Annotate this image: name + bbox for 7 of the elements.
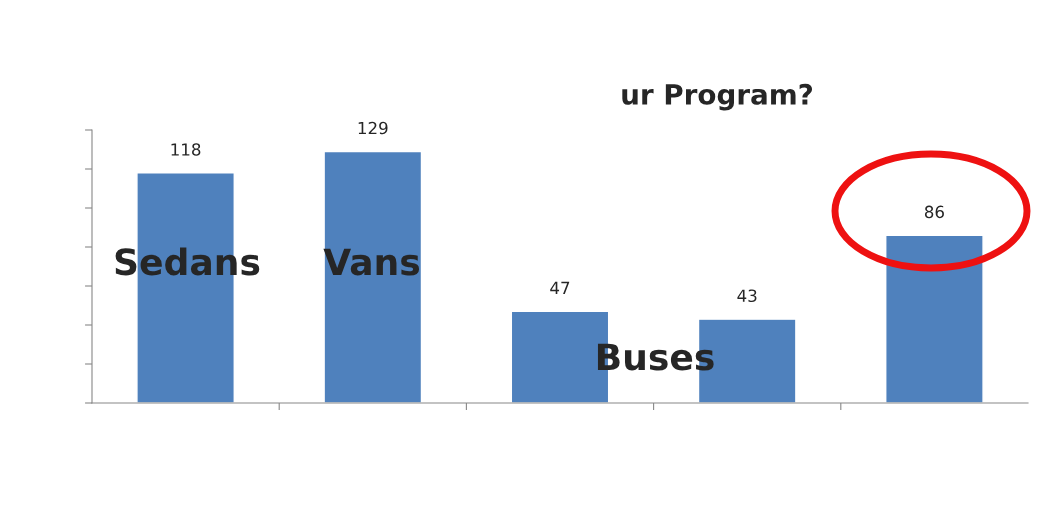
data-label: 129 — [358, 121, 388, 135]
chart-title: ur Program? — [622, 83, 813, 111]
data-label: 118 — [171, 143, 201, 156]
bar — [323, 150, 423, 403]
data-label: 43 — [737, 289, 757, 303]
data-label: 47 — [550, 281, 570, 294]
data-label: 86 — [924, 205, 944, 219]
